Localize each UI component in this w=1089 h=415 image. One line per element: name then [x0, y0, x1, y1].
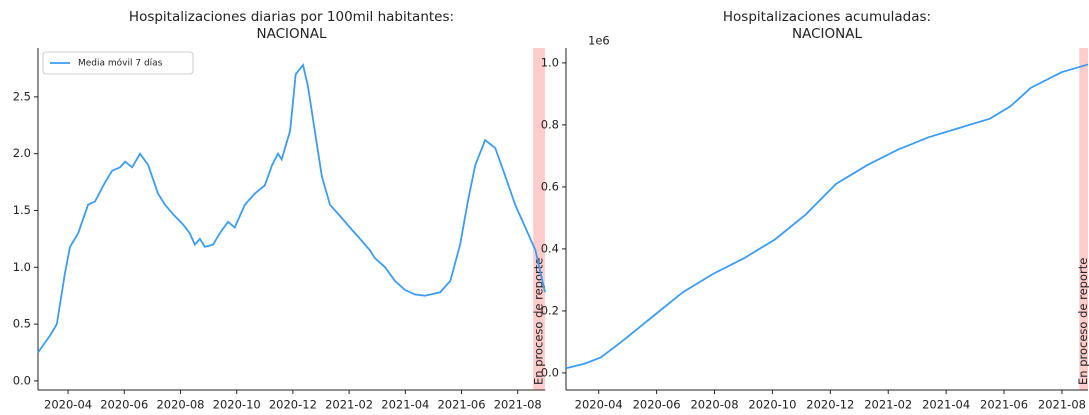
- chart-title: NACIONAL: [257, 26, 327, 42]
- y-tick-label: 0.0: [13, 373, 31, 387]
- chart-title: Hospitalizaciones acumuladas:: [723, 9, 931, 25]
- x-tick-label: 2020-10: [213, 398, 261, 412]
- x-tick-label: 2021-02: [325, 398, 373, 412]
- x-tick-label: 2020-10: [748, 398, 796, 412]
- x-tick-label: 2021-02: [864, 398, 912, 412]
- line-series: [565, 63, 1089, 370]
- x-tick-label: 2020-08: [156, 398, 204, 412]
- x-tick-label: 2021-08: [1038, 398, 1086, 412]
- y-tick-label: 0.8: [541, 117, 559, 131]
- y-offset-label: 1e6: [588, 34, 610, 48]
- y-tick-label: 1.0: [13, 260, 31, 274]
- y-tick-label: 1.5: [13, 203, 31, 217]
- report-span: [1079, 48, 1088, 390]
- legend-label: Media móvil 7 días: [78, 58, 163, 69]
- line-series: [37, 63, 546, 354]
- report-span: [533, 48, 545, 390]
- x-tick-label: 2020-12: [806, 398, 854, 412]
- x-tick-label: 2020-06: [100, 398, 148, 412]
- y-tick-label: 0.4: [541, 241, 559, 255]
- legend-box: [42, 51, 194, 75]
- x-tick-label: 2021-06: [437, 398, 485, 412]
- span-label: En proceso de reporte: [1076, 258, 1089, 385]
- chart-title: NACIONAL: [792, 26, 862, 42]
- x-tick-label: 2020-04: [575, 398, 623, 412]
- span-label: En proceso de reporte: [532, 258, 546, 385]
- x-tick-label: 2020-06: [633, 398, 681, 412]
- x-tick-label: 2021-04: [381, 398, 429, 412]
- x-tick-label: 2020-04: [44, 398, 92, 412]
- x-tick-label: 2021-06: [980, 398, 1028, 412]
- y-tick-label: 0.2: [541, 303, 559, 317]
- y-tick-label: 1.0: [541, 55, 559, 69]
- x-tick-label: 2021-08: [494, 398, 542, 412]
- y-tick-label: 2.5: [13, 89, 31, 103]
- y-tick-label: 2.0: [13, 146, 31, 160]
- chart-title: Hospitalizaciones diarias por 100mil hab…: [129, 9, 454, 25]
- y-tick-label: 0.5: [13, 317, 31, 331]
- x-tick-label: 2020-08: [690, 398, 738, 412]
- x-tick-label: 2021-04: [922, 398, 970, 412]
- y-tick-label: 0.6: [541, 179, 559, 193]
- x-tick-label: 2020-12: [269, 398, 317, 412]
- y-tick-label: 0.0: [541, 365, 559, 379]
